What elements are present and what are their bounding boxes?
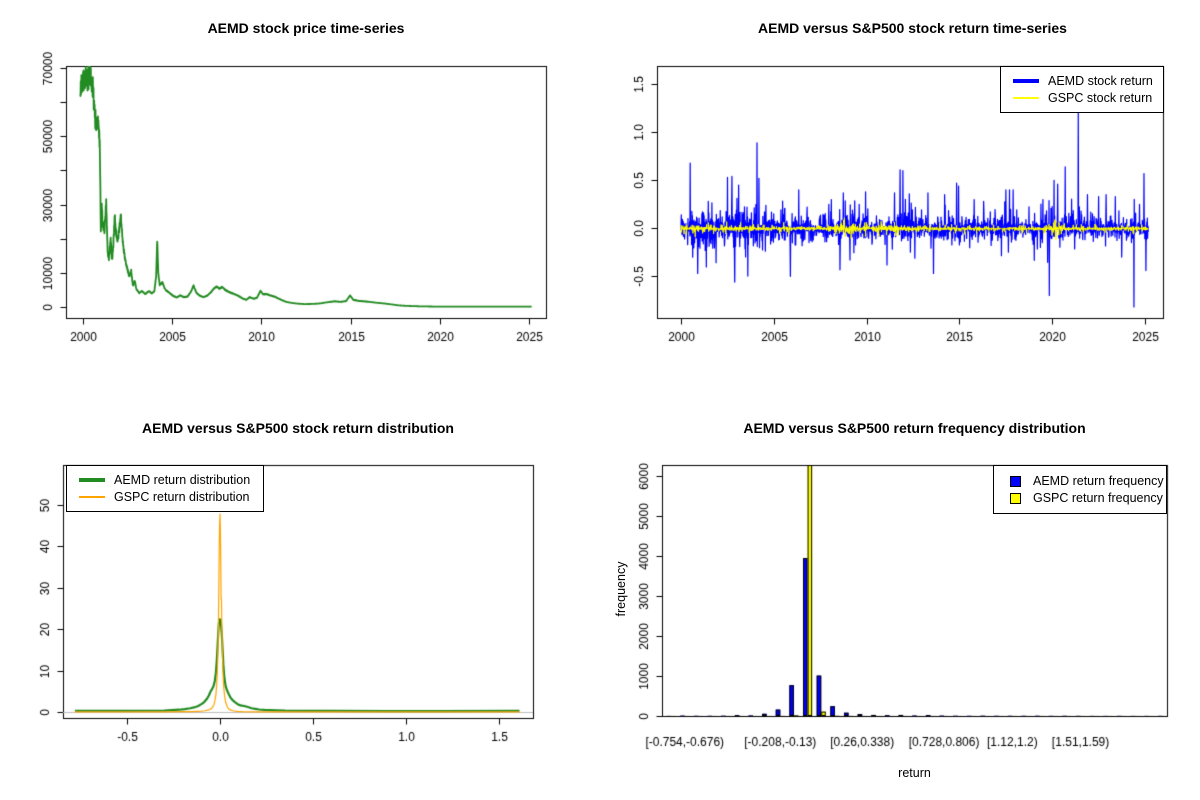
legend-return-frequency: AEMD return frequency GSPC return freque… [993, 465, 1167, 514]
y-axis-caption-frequency: frequency [614, 561, 628, 617]
legend-label: AEMD stock return [1048, 74, 1153, 88]
aemd-square-swatch [1010, 475, 1021, 487]
legend-return-timeseries: AEMD stock return GSPC stock return [1000, 66, 1164, 113]
legend-entry: GSPC return distribution [73, 490, 257, 504]
legend-label: AEMD return frequency [1033, 474, 1164, 488]
gspc-line-swatch [1013, 97, 1039, 99]
legend-entry: AEMD stock return [1007, 74, 1157, 88]
legend-label: GSPC return distribution [114, 490, 250, 504]
legend-entry: GSPC stock return [1007, 91, 1157, 105]
legend-label: GSPC stock return [1048, 91, 1153, 105]
legend-label: GSPC return frequency [1033, 491, 1163, 505]
legend-return-distribution: AEMD return distribution GSPC return dis… [66, 465, 264, 512]
chart-title-return-timeseries: AEMD versus S&P500 stock return time-ser… [758, 20, 1067, 36]
chart-title-return-distribution: AEMD versus S&P500 stock return distribu… [142, 420, 454, 436]
chart-title-return-frequency: AEMD versus S&P500 return frequency dist… [743, 420, 1086, 436]
legend-label: AEMD return distribution [114, 473, 251, 487]
chart-title-price: AEMD stock price time-series [207, 20, 405, 36]
legend-entry: AEMD return frequency [1000, 474, 1164, 488]
aemd-line-swatch [79, 478, 105, 482]
x-axis-caption-return: return [898, 766, 931, 780]
gspc-square-swatch [1010, 492, 1021, 504]
legend-entry: GSPC return frequency [1000, 491, 1163, 505]
legend-entry: AEMD return distribution [73, 473, 257, 487]
gspc-line-swatch [79, 496, 105, 498]
aemd-line-swatch [1013, 79, 1039, 83]
